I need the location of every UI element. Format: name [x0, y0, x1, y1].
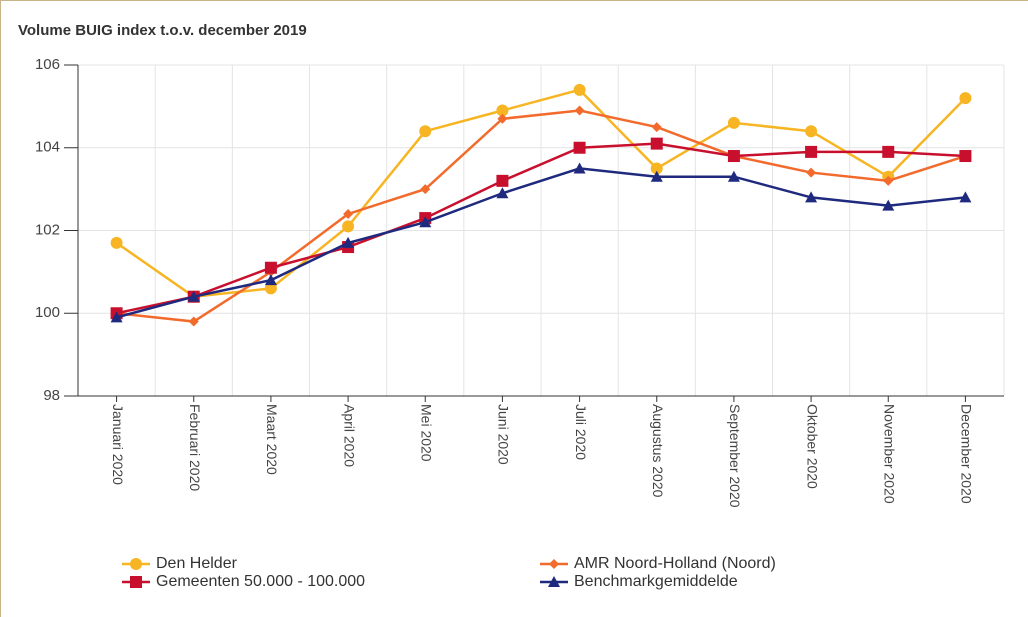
x-tick-label: April 2020: [341, 404, 357, 467]
chart-title: Volume BUIG index t.o.v. december 2019: [18, 22, 307, 39]
point: [187, 290, 200, 302]
point: [419, 216, 432, 228]
point: [727, 116, 740, 129]
point: [419, 125, 432, 138]
y-tick-label: 102: [35, 221, 60, 238]
point: [342, 236, 355, 248]
legend-label: Den Helder: [156, 555, 238, 572]
point: [264, 261, 277, 274]
point: [727, 150, 740, 163]
point: [573, 83, 586, 96]
point: [110, 311, 123, 323]
point: [573, 141, 586, 154]
legend-label: AMR Noord-Holland (Noord): [574, 555, 776, 572]
point: [130, 558, 142, 570]
legend-item: Den Helder: [122, 555, 238, 572]
series-line: [116, 142, 966, 315]
point: [727, 170, 740, 182]
x-tick-label: September 2020: [727, 404, 743, 508]
point: [574, 105, 585, 116]
x-tick-label: Maart 2020: [264, 404, 280, 475]
point: [805, 125, 818, 138]
legend-item: AMR Noord-Holland (Noord): [540, 555, 776, 572]
x-tick-label: Januari 2020: [110, 404, 126, 485]
point: [882, 199, 895, 211]
point: [650, 170, 663, 182]
y-tick-label: 106: [35, 56, 60, 73]
point: [264, 282, 277, 295]
point: [130, 576, 142, 588]
point: [959, 92, 972, 105]
y-tick-label: 100: [35, 304, 60, 321]
point: [805, 145, 818, 158]
point: [549, 559, 559, 569]
point: [342, 220, 355, 233]
x-tick-label: Juli 2020: [573, 404, 589, 460]
point: [650, 162, 663, 175]
series-line: [115, 88, 967, 298]
point: [343, 208, 354, 219]
legend-item: Benchmarkgemiddelde: [540, 573, 738, 590]
point: [882, 145, 895, 158]
series-line: [116, 109, 966, 323]
point: [496, 174, 509, 187]
x-tick-label: December 2020: [959, 404, 975, 504]
x-tick-label: November 2020: [882, 404, 898, 504]
point: [264, 274, 277, 286]
legend-item: Gemeenten 50.000 - 100.000: [122, 573, 365, 590]
point: [806, 167, 817, 178]
point: [110, 236, 123, 249]
y-tick-label: 98: [43, 387, 60, 404]
point: [496, 104, 509, 117]
x-tick-label: Oktober 2020: [804, 404, 820, 489]
legend-label: Benchmarkgemiddelde: [574, 573, 738, 590]
point: [548, 576, 560, 587]
x-tick-label: Juni 2020: [496, 404, 512, 465]
point: [496, 187, 509, 199]
point: [188, 316, 199, 327]
point: [420, 184, 431, 195]
point: [959, 150, 972, 163]
point: [805, 191, 818, 203]
point: [573, 162, 586, 174]
legend-label: Gemeenten 50.000 - 100.000: [156, 573, 365, 590]
x-tick-label: Augustus 2020: [650, 404, 666, 498]
x-tick-label: Februari 2020: [187, 404, 203, 491]
point: [959, 191, 972, 203]
series-line: [116, 167, 966, 319]
point: [650, 137, 663, 150]
point: [651, 122, 662, 133]
x-tick-label: Mei 2020: [419, 404, 435, 462]
point: [497, 113, 508, 124]
point: [883, 175, 894, 186]
y-tick-label: 104: [35, 139, 60, 156]
